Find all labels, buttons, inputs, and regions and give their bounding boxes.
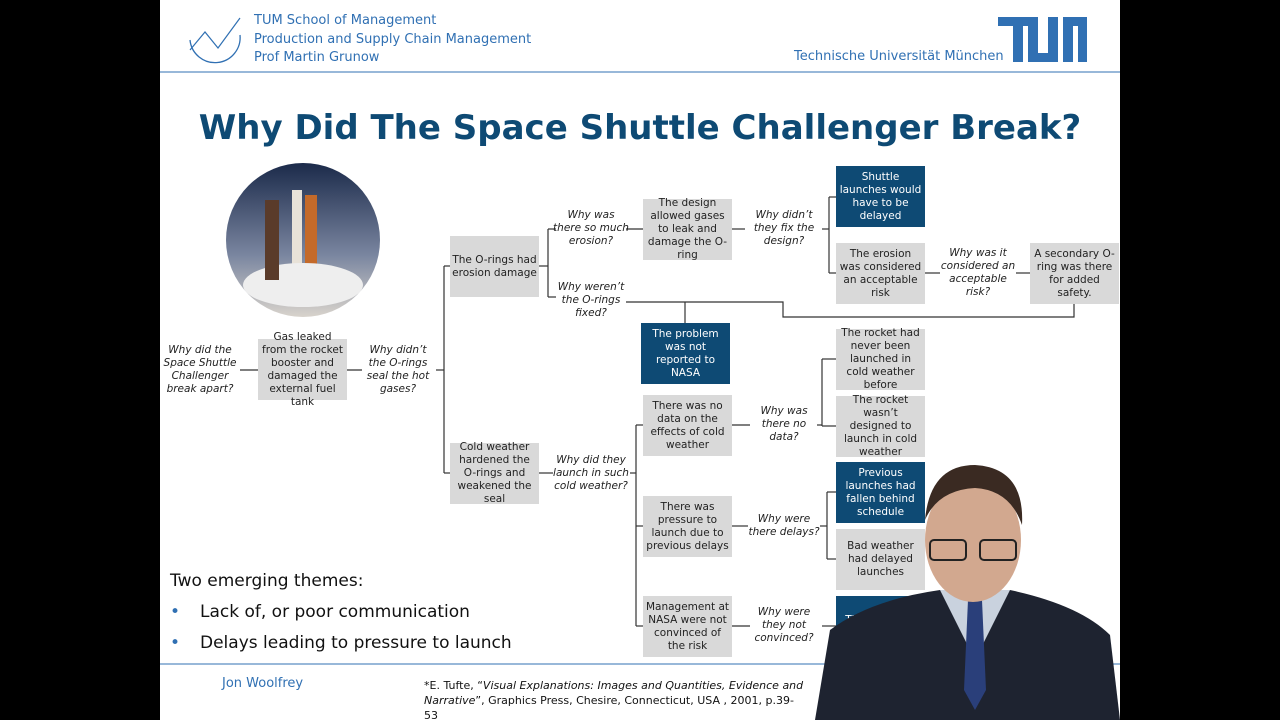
- university: Technische Universität München: [794, 49, 1004, 64]
- question: Why didn’t the O-rings seal the hot gase…: [366, 343, 430, 395]
- cause-box: Cold weather hardened the O-rings and we…: [450, 441, 539, 505]
- cause-box: A secondary O-ring was there for added s…: [1030, 243, 1119, 304]
- tum-logo: [998, 17, 1087, 62]
- question: Why was it considered an acceptable risk…: [940, 246, 1016, 298]
- theme-item: • Lack of, or poor communication: [170, 602, 470, 622]
- cause-box: Management at NASA were not convinced of…: [643, 596, 732, 657]
- themes-heading: Two emerging themes:: [170, 571, 364, 591]
- question: Why did they launch in such cold weather…: [553, 454, 629, 492]
- connectors: [160, 17, 1120, 665]
- connector-lines: [240, 196, 1075, 627]
- theme-item: • Delays leading to pressure to launch: [170, 633, 512, 653]
- cause-box: The O-rings had erosion damage: [450, 236, 539, 297]
- glasses: [979, 539, 1017, 561]
- glasses: [929, 539, 967, 561]
- cause-box: Bad weather had delayed launches: [836, 529, 925, 590]
- theme-text: Lack of, or poor communication: [200, 602, 470, 622]
- cause-box: There was pressure to launch due to prev…: [643, 496, 732, 557]
- header-line: Prof Martin Grunow: [254, 50, 380, 65]
- presenter-face: [925, 478, 1021, 602]
- slide-title: Why Did The Space Shuttle Challenger Bre…: [198, 108, 1082, 148]
- cause-box: The design allowed gases to leak and dam…: [643, 197, 732, 261]
- presenter-video: [815, 465, 1120, 720]
- question: Why were they not convinced?: [754, 606, 814, 644]
- shuttle: [292, 190, 302, 270]
- header-line: TUM School of Management: [254, 13, 437, 28]
- presenter-tie: [964, 600, 986, 710]
- cause-box: There was no data on the effects of cold…: [643, 395, 732, 456]
- cause-box: Previous launches had fallen behind sche…: [836, 462, 925, 523]
- smoke: [243, 263, 363, 307]
- header-line: Production and Supply Chain Management: [254, 31, 532, 47]
- header-lines: TUM School of Management Production and …: [254, 12, 531, 68]
- logo-line: [189, 17, 241, 51]
- question: Why were there delays?: [748, 512, 820, 538]
- tower: [265, 200, 279, 280]
- question: Why did the Space Shuttle Challenger bre…: [163, 343, 237, 395]
- author: Jon Woolfrey: [222, 676, 304, 691]
- cause-box: The erosion was considered an acceptable…: [836, 243, 925, 304]
- question: Why didn’t they fix the design?: [753, 209, 815, 247]
- question: Why was there so much erosion?: [553, 209, 629, 247]
- presenter-hair: [925, 465, 1023, 525]
- tank: [305, 195, 317, 270]
- theme-text: Delays leading to pressure to launch: [200, 633, 512, 653]
- themes: Two emerging themes: • Lack of, or poor c…: [170, 566, 512, 659]
- question: Why weren’t the O-rings fixed?: [557, 281, 625, 319]
- cause-box: Shuttle launches would have to be delaye…: [836, 166, 925, 227]
- citation-title: Visual Explanations: Images and Quantiti…: [424, 679, 804, 707]
- question: Why was there no data?: [760, 405, 808, 443]
- slide: TUM School of Management Production and …: [160, 0, 1120, 720]
- citation: *E. Tufte, “Visual Explanations: Images …: [424, 678, 804, 720]
- citation-rest: ”, Graphics Press, Chesire, Connecticut,…: [424, 694, 794, 720]
- cause-box: The problem was not reported to NASA: [641, 323, 730, 384]
- cause-box: The rocket wasn’t designed to launch in …: [836, 394, 925, 458]
- cause-box: The rocket had never been launched in co…: [836, 327, 925, 391]
- cause-box: Gas leaked from the rocket booster and d…: [258, 331, 347, 408]
- citation-prefix: *E. Tufte, “: [424, 679, 483, 692]
- logo-arc: [189, 34, 241, 64]
